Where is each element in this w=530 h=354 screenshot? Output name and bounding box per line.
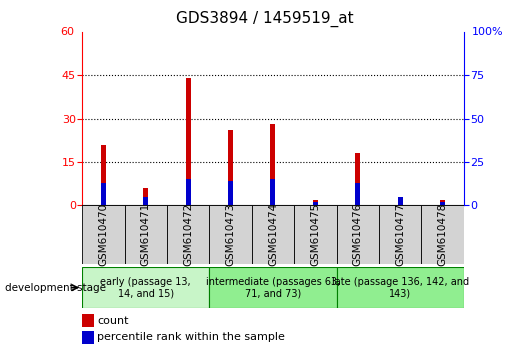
Bar	[82, 205, 125, 264]
Text: GSM610474: GSM610474	[268, 203, 278, 266]
Bar	[379, 205, 421, 264]
Bar	[82, 314, 94, 327]
Bar	[209, 267, 337, 308]
Bar	[294, 205, 337, 264]
Bar	[143, 197, 148, 205]
Bar	[186, 78, 191, 205]
Text: intermediate (passages 63,
71, and 73): intermediate (passages 63, 71, and 73)	[206, 277, 340, 298]
Bar	[82, 331, 94, 344]
Bar	[270, 179, 276, 205]
Bar	[440, 200, 445, 205]
Text: GSM610472: GSM610472	[183, 203, 193, 266]
Text: 100%: 100%	[471, 27, 503, 37]
Bar	[440, 202, 445, 205]
Bar	[313, 202, 318, 205]
Text: GSM610475: GSM610475	[311, 203, 320, 266]
Text: GDS3894 / 1459519_at: GDS3894 / 1459519_at	[176, 11, 354, 27]
Bar	[355, 183, 360, 205]
Bar	[252, 205, 294, 264]
Bar	[125, 205, 167, 264]
Bar	[101, 144, 106, 205]
Bar	[270, 124, 276, 205]
Text: GSM610471: GSM610471	[141, 203, 151, 266]
Bar	[167, 205, 209, 264]
Bar	[228, 181, 233, 205]
Bar	[337, 205, 379, 264]
Text: GSM610473: GSM610473	[226, 203, 235, 266]
Bar	[101, 183, 106, 205]
Text: late (passage 136, 142, and
143): late (passage 136, 142, and 143)	[332, 277, 469, 298]
Bar	[186, 179, 191, 205]
Text: 60: 60	[60, 27, 75, 37]
Bar	[209, 205, 252, 264]
Text: percentile rank within the sample: percentile rank within the sample	[98, 332, 285, 342]
Bar	[228, 130, 233, 205]
Text: GSM610477: GSM610477	[395, 203, 405, 266]
Bar	[82, 267, 209, 308]
Bar	[337, 267, 464, 308]
Text: early (passage 13,
14, and 15): early (passage 13, 14, and 15)	[101, 277, 191, 298]
Text: count: count	[98, 316, 129, 326]
Bar	[421, 205, 464, 264]
Bar	[398, 197, 403, 205]
Text: GSM610476: GSM610476	[353, 203, 363, 266]
Text: development stage: development stage	[5, 282, 107, 293]
Bar	[143, 188, 148, 205]
Bar	[355, 153, 360, 205]
Bar	[398, 197, 403, 205]
Bar	[313, 200, 318, 205]
Text: GSM610478: GSM610478	[438, 203, 447, 266]
Text: GSM610470: GSM610470	[99, 203, 108, 266]
